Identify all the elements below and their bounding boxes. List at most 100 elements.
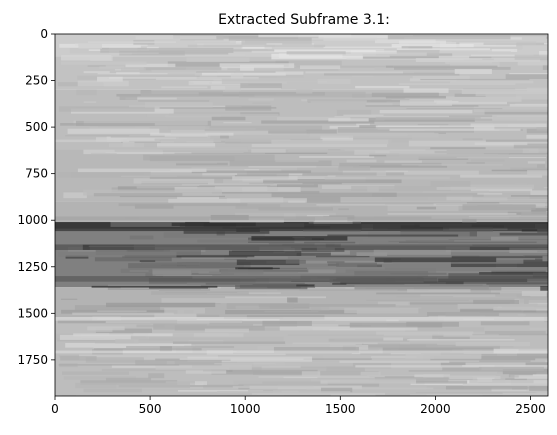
heatmap-streak xyxy=(408,370,519,372)
heatmap-streak xyxy=(446,194,473,201)
heatmap-streak xyxy=(407,302,510,305)
heatmap-streak xyxy=(521,291,548,296)
heatmap-streak xyxy=(60,123,155,126)
heatmap-streak xyxy=(196,71,276,73)
heatmap-streak xyxy=(396,296,454,298)
x-tick-label: 2000 xyxy=(420,402,451,416)
heatmap-streak xyxy=(61,55,112,61)
heatmap-streak xyxy=(517,353,548,360)
heatmap-streak xyxy=(311,37,378,41)
chart-title: Extracted Subframe 3.1: xyxy=(218,12,390,28)
heatmap-streak xyxy=(118,203,248,207)
heatmap-streak xyxy=(373,248,451,255)
heatmap-streak xyxy=(385,95,446,99)
heatmap-streak xyxy=(328,118,369,122)
heatmap-streak xyxy=(287,297,298,303)
heatmap-streak xyxy=(121,67,146,71)
heatmap-streak xyxy=(382,347,494,354)
heatmap-streak xyxy=(483,42,548,45)
heatmap-streak xyxy=(436,101,507,105)
heatmap-streak xyxy=(133,178,215,184)
heatmap-streak xyxy=(438,55,470,60)
heatmap-streak xyxy=(405,353,482,359)
heatmap-streak xyxy=(415,58,541,62)
heatmap-streak xyxy=(209,321,298,327)
heatmap-streak xyxy=(241,40,312,45)
heatmap-streak xyxy=(288,149,390,152)
heatmap-streak xyxy=(355,85,410,89)
y-tick-label: 250 xyxy=(25,74,48,88)
y-tick-label: 1000 xyxy=(17,213,48,227)
heatmap-streak xyxy=(140,90,223,96)
heatmap-streak xyxy=(55,139,129,143)
heatmap-streak xyxy=(306,214,330,217)
heatmap-streak xyxy=(88,41,177,43)
heatmap-streak xyxy=(87,326,125,331)
heatmap-streak xyxy=(158,162,217,164)
heatmap-streak xyxy=(502,190,548,193)
heatmap-streak xyxy=(359,125,376,129)
heatmap-streak xyxy=(248,98,274,101)
heatmap-streak xyxy=(484,330,546,335)
heatmap-streak xyxy=(271,192,397,198)
heatmap-streak xyxy=(365,105,479,107)
heatmap-streak xyxy=(60,356,97,361)
heatmap-streak xyxy=(292,236,305,239)
heatmap-stripe xyxy=(55,317,548,321)
heatmap-streak xyxy=(148,373,165,379)
heatmap-streak xyxy=(199,185,271,187)
x-axis: 0 500 1000 1500 2000 2500 xyxy=(51,396,546,416)
heatmap-streak xyxy=(396,48,491,50)
heatmap-streak xyxy=(356,123,370,126)
heatmap-streak xyxy=(529,385,548,392)
heatmap-streak xyxy=(371,92,439,97)
heatmap-streak xyxy=(423,374,450,378)
heatmap-streak xyxy=(221,78,318,85)
heatmap-streak xyxy=(454,69,492,75)
heatmap-streak xyxy=(170,169,282,172)
heatmap-streak xyxy=(139,391,238,396)
heatmap-streak xyxy=(432,334,470,340)
heatmap-streak xyxy=(83,101,97,103)
heatmap-streak xyxy=(73,333,173,337)
heatmap-streak xyxy=(330,250,350,255)
heatmap-streak xyxy=(413,286,502,291)
heatmap-streak xyxy=(138,99,210,102)
heatmap-streak xyxy=(83,120,208,126)
heatmap-streak xyxy=(235,267,273,270)
heatmap-streak xyxy=(359,165,419,167)
heatmap-streak xyxy=(119,195,226,198)
heatmap-streak xyxy=(426,386,465,390)
heatmap-streak xyxy=(338,165,371,171)
heatmap-streak xyxy=(401,164,503,166)
heatmap-streak xyxy=(251,143,388,148)
heatmap-streak xyxy=(498,333,548,336)
heatmap-streak xyxy=(355,365,495,368)
heatmap-streak xyxy=(230,73,244,79)
heatmap-streak xyxy=(268,129,337,134)
heatmap-streak xyxy=(277,289,398,291)
heatmap-streak xyxy=(522,151,547,155)
heatmap-streak xyxy=(521,211,548,216)
heatmap-streak xyxy=(219,269,309,273)
heatmap-streak xyxy=(305,71,404,74)
heatmap-streak xyxy=(285,259,306,264)
heatmap-streak xyxy=(129,269,149,273)
heatmap-streak xyxy=(77,168,207,173)
heatmap-streak xyxy=(537,164,546,170)
heatmap-streak xyxy=(283,196,341,203)
heatmap-streak xyxy=(483,153,548,155)
heatmap-streak xyxy=(119,95,138,100)
heatmap-streak xyxy=(338,325,372,327)
heatmap-streak xyxy=(214,363,276,365)
heatmap-streak xyxy=(205,125,323,131)
heatmap-streak xyxy=(193,333,244,338)
y-tick-label: 0 xyxy=(40,27,48,41)
axes-frame xyxy=(54,33,549,397)
heatmap-streak xyxy=(302,230,361,232)
heatmap-streak xyxy=(240,83,282,89)
heatmap-streak xyxy=(95,137,176,142)
heatmap-streak xyxy=(448,273,548,279)
heatmap-streak xyxy=(198,92,325,96)
heatmap-streak xyxy=(440,49,515,52)
